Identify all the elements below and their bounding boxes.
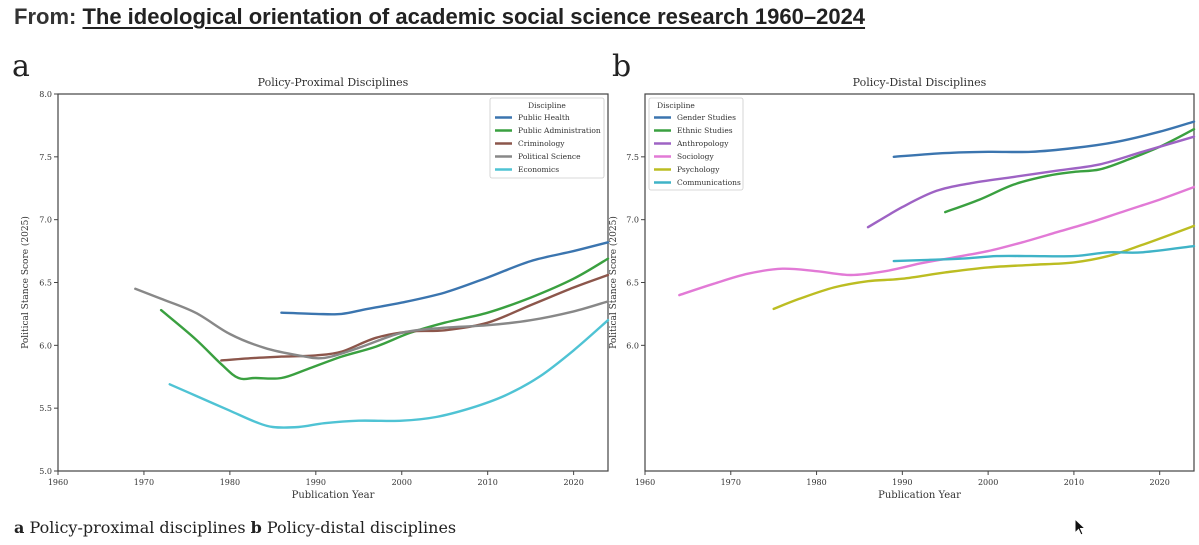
caption-b-text: Policy-distal disciplines (261, 518, 457, 537)
legend-entry: Psychology (677, 165, 720, 174)
figure-header: From: The ideological orientation of aca… (14, 4, 865, 40)
x-tick-label: 1970 (134, 478, 154, 487)
panel-label: b (612, 49, 631, 84)
legend-entry: Political Science (518, 152, 581, 161)
x-tick-label: 1960 (48, 478, 68, 487)
y-tick-label: 8.0 (39, 90, 52, 99)
chart-panel-b: b Policy-Distal Disciplines 1960 1970 1980 19… (608, 49, 1196, 501)
legend-entry: Anthropology (676, 139, 729, 148)
header-prefix: From: (14, 4, 83, 29)
x-tick-label: 2000 (392, 478, 412, 487)
x-tick-label: 1960 (635, 478, 655, 487)
series-line-public-administration (159, 257, 610, 381)
chart-panel-a: a Policy-Proximal Disciplines 1960 1970 1980… (12, 49, 610, 501)
caption-a-label: a (14, 518, 25, 537)
mouse-pointer-icon (1074, 517, 1088, 542)
series-line-public-health (280, 241, 610, 316)
series-line-political-science (134, 287, 610, 360)
series-line-economics (168, 319, 610, 429)
series-line-communications (892, 244, 1196, 263)
figure-panels: a Policy-Proximal Disciplines 1960 1970 1980… (12, 49, 1196, 501)
y-tick-label: 7.0 (626, 216, 639, 225)
y-tick-label: 7.0 (39, 216, 52, 225)
legend-title: Discipline (657, 101, 695, 110)
legend-entry: Criminology (518, 139, 565, 148)
legend-entry: Economics (518, 165, 559, 174)
article-title-link[interactable]: The ideological orientation of academic … (82, 4, 866, 29)
x-tick-label: 1980 (806, 478, 826, 487)
panel-label: a (12, 49, 30, 84)
series-line-gender-studies (892, 120, 1196, 158)
y-tick-label: 6.5 (626, 279, 639, 288)
legend-title: Discipline (528, 101, 566, 110)
legend-box (489, 97, 605, 179)
legend-entry: Public Administration (518, 126, 601, 135)
legend-box (648, 97, 744, 191)
chart-title: Policy-Distal Disciplines (853, 76, 987, 89)
chart-legend: Discipline Gender Studies Ethnic Studies An… (648, 97, 744, 191)
y-axis-label: Political Stance Score (2025) (608, 216, 619, 349)
figure-caption: a Policy-proximal disciplines b Policy-d… (14, 518, 456, 537)
x-axis-label: Publication Year (878, 490, 961, 501)
x-tick-label: 2020 (1150, 478, 1170, 487)
y-tick-label: 6.5 (39, 279, 52, 288)
x-tick-label: 2000 (978, 478, 998, 487)
series-line-criminology (220, 273, 610, 362)
x-axis-label: Publication Year (292, 490, 375, 501)
y-tick-label: 7.5 (39, 153, 52, 162)
legend-entry: Sociology (677, 152, 714, 161)
y-tick-label: 5.5 (39, 404, 52, 413)
y-axis-label: Political Stance Score (2025) (20, 216, 31, 349)
series-line-ethnic-studies (944, 127, 1196, 214)
y-tick-label: 6.0 (626, 341, 639, 350)
series-line-anthropology (866, 135, 1196, 229)
caption-b-label: b (250, 518, 262, 537)
legend-entry: Gender Studies (677, 113, 736, 122)
x-tick-label: 1970 (721, 478, 741, 487)
chart-legend: Discipline Public Health Public Administra… (489, 97, 605, 179)
legend-entry: Public Health (518, 113, 570, 122)
y-tick-label: 6.0 (39, 341, 52, 350)
x-tick-label: 1990 (306, 478, 326, 487)
legend-entry: Communications (677, 178, 741, 187)
x-tick-label: 1990 (892, 478, 912, 487)
x-tick-label: 2020 (563, 478, 583, 487)
x-tick-label: 1980 (220, 478, 240, 487)
chart-title: Policy-Proximal Disciplines (258, 76, 409, 89)
series-line-psychology (772, 224, 1196, 311)
y-tick-label: 7.5 (626, 153, 639, 162)
y-tick-label: 5.0 (39, 467, 52, 476)
x-tick-label: 2010 (1064, 478, 1084, 487)
x-tick-label: 2010 (478, 478, 498, 487)
caption-a-text: Policy-proximal disciplines (24, 518, 251, 537)
legend-entry: Ethnic Studies (677, 126, 733, 135)
